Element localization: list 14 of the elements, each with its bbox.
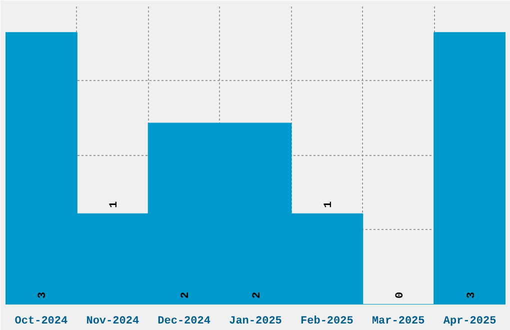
x-tick-label: Apr-2025 [443, 316, 497, 328]
x-tick-label: Oct-2024 [14, 316, 68, 328]
x-tick-label: Jan-2025 [229, 316, 282, 328]
data-label: 3 [37, 292, 50, 299]
x-tick-label: Mar-2025 [372, 316, 426, 328]
data-label: 0 [394, 292, 406, 299]
x-tick-label: Dec-2024 [158, 316, 211, 328]
data-label: 1 [108, 200, 121, 208]
data-label: 2 [252, 292, 264, 299]
data-label: 2 [180, 292, 192, 299]
data-label: 1 [322, 200, 335, 208]
x-tick-label: Feb-2025 [300, 316, 354, 328]
data-label: 3 [466, 292, 478, 299]
x-tick-label: Nov-2024 [86, 316, 140, 328]
